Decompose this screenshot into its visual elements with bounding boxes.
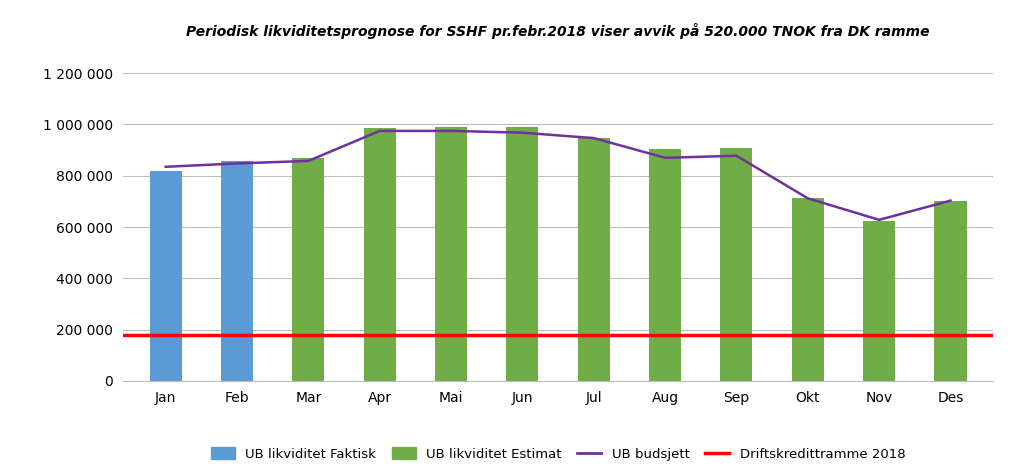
Bar bbox=[649, 149, 681, 381]
Bar bbox=[435, 127, 467, 381]
Bar bbox=[721, 148, 753, 381]
Bar bbox=[863, 220, 895, 381]
Title: Periodisk likviditetsprognose for SSHF pr.febr.2018 viser avvik på 520.000 TNOK : Periodisk likviditetsprognose for SSHF p… bbox=[186, 23, 930, 40]
Bar bbox=[506, 127, 539, 381]
Bar bbox=[292, 158, 325, 381]
Bar bbox=[792, 198, 824, 381]
Bar bbox=[935, 201, 967, 381]
Bar bbox=[221, 161, 253, 381]
Bar bbox=[364, 129, 395, 381]
Legend: UB likviditet Faktisk, UB likviditet Estimat, UB budsjett, Driftskredittramme 20: UB likviditet Faktisk, UB likviditet Est… bbox=[204, 441, 912, 467]
Bar bbox=[578, 138, 610, 381]
Bar bbox=[150, 170, 181, 381]
